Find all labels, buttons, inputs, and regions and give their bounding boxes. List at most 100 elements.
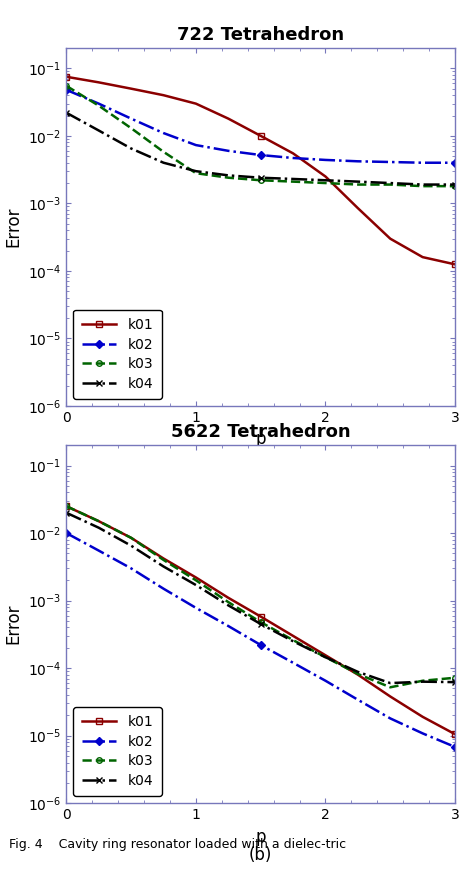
k01 bbox=[355, 670, 361, 680]
k04 bbox=[161, 561, 166, 572]
Y-axis label: Error: Error bbox=[4, 604, 22, 644]
k02 bbox=[290, 153, 296, 163]
Line: k03: k03 bbox=[64, 504, 458, 690]
k01 bbox=[193, 99, 199, 109]
k03 bbox=[226, 173, 231, 183]
k02 bbox=[452, 157, 458, 168]
Text: (a): (a) bbox=[249, 449, 272, 467]
k02 bbox=[355, 156, 361, 167]
Text: (b): (b) bbox=[249, 846, 273, 864]
k01 bbox=[258, 611, 264, 622]
k04 bbox=[323, 175, 328, 185]
k04 bbox=[420, 677, 426, 687]
k04 bbox=[452, 677, 458, 687]
k01 bbox=[420, 711, 426, 722]
k03 bbox=[258, 617, 264, 628]
k04 bbox=[258, 619, 264, 629]
k02 bbox=[226, 146, 231, 156]
k01 bbox=[161, 553, 166, 564]
k02 bbox=[226, 621, 231, 631]
k02 bbox=[128, 563, 134, 574]
k03 bbox=[64, 501, 69, 512]
k03 bbox=[420, 181, 426, 191]
k04 bbox=[96, 126, 101, 136]
k03 bbox=[128, 123, 134, 134]
k03 bbox=[193, 168, 199, 178]
k04 bbox=[128, 540, 134, 551]
k02 bbox=[420, 157, 426, 168]
k04 bbox=[290, 174, 296, 184]
k01 bbox=[387, 691, 393, 702]
k04 bbox=[258, 173, 264, 183]
k01 bbox=[323, 650, 328, 661]
k03 bbox=[323, 178, 328, 189]
Legend: k01, k02, k03, k04: k01, k02, k03, k04 bbox=[73, 310, 162, 399]
k03 bbox=[64, 80, 69, 91]
Line: k01: k01 bbox=[64, 504, 458, 737]
Line: k04: k04 bbox=[63, 509, 458, 686]
k02 bbox=[323, 155, 328, 165]
k01 bbox=[290, 148, 296, 159]
X-axis label: p: p bbox=[255, 828, 266, 846]
X-axis label: p: p bbox=[255, 430, 266, 449]
k04 bbox=[161, 157, 166, 168]
k02 bbox=[64, 85, 69, 95]
k03 bbox=[290, 176, 296, 187]
k02 bbox=[290, 657, 296, 668]
Legend: k01, k02, k03, k04: k01, k02, k03, k04 bbox=[73, 707, 162, 796]
k02 bbox=[96, 99, 101, 109]
k01 bbox=[128, 533, 134, 543]
k02 bbox=[258, 640, 264, 650]
k02 bbox=[161, 583, 166, 594]
k03 bbox=[193, 575, 199, 586]
k04 bbox=[64, 507, 69, 518]
Line: k03: k03 bbox=[64, 83, 458, 189]
k02 bbox=[193, 140, 199, 150]
k04 bbox=[420, 179, 426, 189]
k01 bbox=[96, 516, 101, 526]
k01 bbox=[161, 90, 166, 100]
k03 bbox=[290, 635, 296, 645]
k02 bbox=[420, 728, 426, 739]
k04 bbox=[226, 170, 231, 181]
k01 bbox=[387, 233, 393, 244]
k04 bbox=[193, 166, 199, 176]
k03 bbox=[452, 672, 458, 683]
k01 bbox=[96, 77, 101, 87]
k01 bbox=[452, 729, 458, 739]
k03 bbox=[387, 179, 393, 189]
k04 bbox=[323, 652, 328, 663]
k02 bbox=[323, 676, 328, 686]
k04 bbox=[387, 677, 393, 688]
k02 bbox=[64, 528, 69, 539]
k03 bbox=[387, 682, 393, 692]
k03 bbox=[323, 652, 328, 663]
k01 bbox=[355, 203, 361, 213]
k02 bbox=[387, 713, 393, 724]
k02 bbox=[452, 742, 458, 753]
k01 bbox=[258, 131, 264, 141]
Line: k02: k02 bbox=[64, 87, 458, 166]
k04 bbox=[193, 580, 199, 590]
k02 bbox=[355, 695, 361, 705]
k03 bbox=[258, 175, 264, 185]
Title: 722 Tetrahedron: 722 Tetrahedron bbox=[177, 25, 344, 44]
k01 bbox=[420, 252, 426, 263]
Line: k02: k02 bbox=[64, 530, 458, 750]
k01 bbox=[64, 72, 69, 82]
k04 bbox=[96, 523, 101, 533]
k04 bbox=[452, 179, 458, 189]
k02 bbox=[258, 150, 264, 161]
Title: 5622 Tetrahedron: 5622 Tetrahedron bbox=[171, 423, 350, 441]
Line: k04: k04 bbox=[63, 109, 458, 188]
k01 bbox=[226, 113, 231, 124]
k04 bbox=[355, 667, 361, 677]
Y-axis label: Error: Error bbox=[4, 207, 22, 247]
k03 bbox=[226, 597, 231, 608]
k02 bbox=[161, 127, 166, 138]
k03 bbox=[128, 533, 134, 543]
k01 bbox=[452, 259, 458, 270]
Text: Fig. 4    Cavity ring resonator loaded with a dielec-tric: Fig. 4 Cavity ring resonator loaded with… bbox=[9, 838, 346, 851]
k04 bbox=[128, 143, 134, 154]
k01 bbox=[323, 171, 328, 182]
